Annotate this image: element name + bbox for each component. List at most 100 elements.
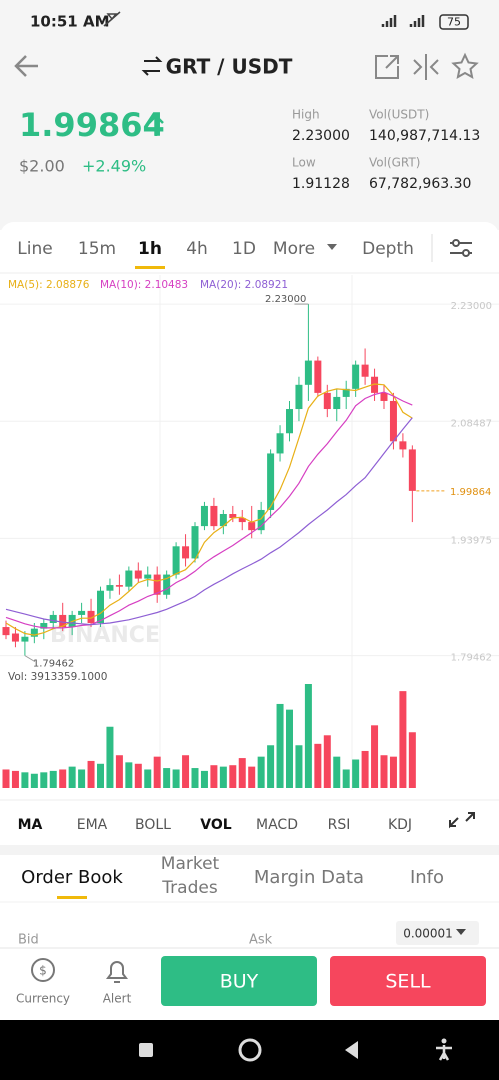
stat-value: 140,987,714.13 xyxy=(369,128,480,144)
candle-body xyxy=(163,574,171,595)
sell-button[interactable] xyxy=(330,956,486,1006)
low-pointer xyxy=(24,655,36,663)
volume-bar xyxy=(2,769,10,788)
sell-label[interactable]: SELL xyxy=(385,971,431,993)
interval-tab[interactable]: More xyxy=(273,239,315,259)
accessibility-dot xyxy=(441,1038,447,1044)
section-gap xyxy=(0,845,499,855)
volume-bar xyxy=(371,725,379,788)
last-price-label: 1.99864 xyxy=(450,487,491,498)
favorite-icon[interactable] xyxy=(451,52,479,79)
precision-select[interactable] xyxy=(396,921,479,945)
signal-icon xyxy=(381,15,425,27)
volume-bar xyxy=(210,765,218,788)
volume-bar xyxy=(200,770,208,788)
candle-body xyxy=(380,392,388,401)
info-tab[interactable]: Order Book xyxy=(21,867,123,888)
y-tick-label: 2.23000 xyxy=(451,301,492,312)
interval-tab[interactable]: 4h xyxy=(186,239,208,259)
interval-tab[interactable]: 1h xyxy=(138,239,162,259)
stat-value: 2.23000 xyxy=(292,128,350,144)
volume-bar xyxy=(314,743,322,788)
info-tab[interactable]: Margin Data xyxy=(254,867,364,888)
volume-bar xyxy=(219,766,227,788)
alert-icon[interactable] xyxy=(106,961,128,983)
candle-body xyxy=(40,623,48,629)
volume-bar xyxy=(21,772,29,788)
pair-title[interactable]: GRT / USDT xyxy=(166,55,293,79)
candle-body xyxy=(21,636,29,642)
indicator-tab[interactable]: KDJ xyxy=(388,817,412,833)
volume-bar xyxy=(342,769,350,788)
volume-bar xyxy=(286,709,293,788)
fullscreen-icon[interactable] xyxy=(449,812,475,829)
back-nav[interactable] xyxy=(345,1041,358,1059)
info-tab[interactable]: Market Trades xyxy=(160,854,220,898)
candle-body xyxy=(248,522,256,531)
recents-button[interactable] xyxy=(139,1043,153,1057)
settings-knob xyxy=(462,249,470,257)
candle-body xyxy=(304,360,312,385)
tab-underline xyxy=(135,266,165,269)
currency-label[interactable]: Currency xyxy=(16,992,70,1006)
volume-bar xyxy=(144,769,152,788)
settings-knob xyxy=(452,239,460,247)
interval-tab[interactable]: Depth xyxy=(362,239,414,259)
volume-bar xyxy=(153,756,161,788)
ma-legend: MA(10): 2.10483 xyxy=(100,279,188,291)
volume-bar xyxy=(87,760,95,788)
ma-legend: MA(5): 2.08876 xyxy=(8,279,90,291)
battery xyxy=(439,14,469,30)
candle-body xyxy=(219,514,227,527)
interval-tab[interactable]: 1D xyxy=(232,239,256,259)
indicator-tab[interactable]: MACD xyxy=(256,817,298,833)
candle-body xyxy=(286,409,293,434)
interval-tab[interactable]: Line xyxy=(17,239,52,259)
candle-body xyxy=(399,441,407,450)
candle-body xyxy=(267,453,275,510)
candle-body xyxy=(333,396,341,410)
indicator-tab[interactable]: RSI xyxy=(328,817,351,833)
candle-body xyxy=(87,610,95,624)
candle-body xyxy=(257,509,265,531)
info-tab[interactable]: Info xyxy=(410,867,444,888)
low-label: 1.79462 xyxy=(33,659,74,670)
interval-tab[interactable]: 15m xyxy=(78,239,116,259)
tab-underline xyxy=(57,896,87,899)
indicator-tab[interactable]: VOL xyxy=(200,817,231,833)
candle-body xyxy=(342,388,350,397)
candle-body xyxy=(59,614,67,628)
back-button[interactable] xyxy=(14,55,38,77)
candle-body xyxy=(172,546,180,575)
indicator-tab[interactable]: BOLL xyxy=(135,817,171,833)
accessibility-button[interactable] xyxy=(436,1045,452,1061)
alert-label[interactable]: Alert xyxy=(103,992,132,1006)
volume-bar xyxy=(352,759,360,788)
volume-bar xyxy=(191,768,199,788)
home-button[interactable] xyxy=(238,1038,262,1062)
ask-header: Ask xyxy=(249,933,273,948)
up-arrow xyxy=(148,114,164,136)
buy-label[interactable]: BUY xyxy=(220,971,259,993)
volume-bar xyxy=(257,756,265,788)
buy-button[interactable] xyxy=(161,956,317,1006)
currency-icon[interactable] xyxy=(31,958,55,982)
volume-bar xyxy=(276,703,284,788)
y-tick-label: 1.79462 xyxy=(451,653,492,664)
watermark: BINANCE xyxy=(50,623,160,648)
compare-icon[interactable] xyxy=(413,54,439,80)
indicator-tab[interactable]: MA xyxy=(18,817,43,833)
stat-value: 67,782,963.30 xyxy=(369,176,471,192)
stat-label: Vol(GRT) xyxy=(369,156,420,170)
volume-bar xyxy=(229,765,237,788)
candle-body xyxy=(314,360,322,393)
dropdown-arrow xyxy=(327,244,337,250)
indicator-tab[interactable]: EMA xyxy=(77,817,108,833)
candle-body xyxy=(2,627,10,636)
swap-icon[interactable] xyxy=(141,56,163,76)
volume-bar xyxy=(333,756,341,788)
chart: BINANCE 2.23000 2.08487 1.93975 1.79462 MA(5)… xyxy=(0,279,499,788)
volume-bar xyxy=(59,769,67,788)
share-icon[interactable] xyxy=(375,55,399,79)
stat-value: 1.91128 xyxy=(292,176,350,192)
